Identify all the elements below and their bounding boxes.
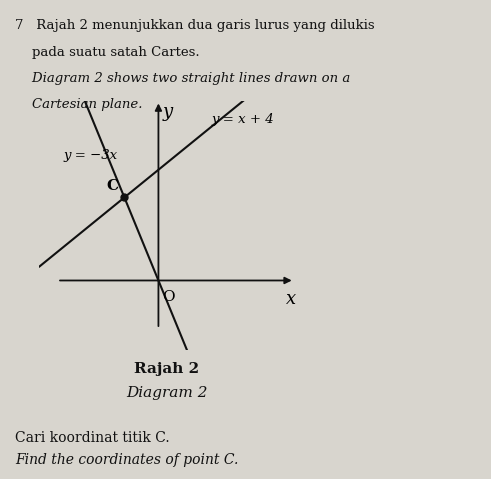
Text: Diagram 2 shows two straight lines drawn on a: Diagram 2 shows two straight lines drawn… xyxy=(15,72,350,85)
Text: pada suatu satah Cartes.: pada suatu satah Cartes. xyxy=(15,46,199,58)
Text: y = x + 4: y = x + 4 xyxy=(211,114,274,126)
Text: Find the coordinates of point C.: Find the coordinates of point C. xyxy=(15,453,238,467)
Text: x: x xyxy=(286,290,296,308)
Text: Cari koordinat titik C.: Cari koordinat titik C. xyxy=(15,431,169,445)
Text: O: O xyxy=(163,290,175,304)
Text: Rajah 2: Rajah 2 xyxy=(135,362,199,376)
Text: y: y xyxy=(163,103,173,121)
Text: Diagram 2: Diagram 2 xyxy=(126,386,208,399)
Text: C: C xyxy=(106,179,118,194)
Text: y = −3x: y = −3x xyxy=(63,149,117,162)
Text: 7   Rajah 2 menunjukkan dua garis lurus yang dilukis: 7 Rajah 2 menunjukkan dua garis lurus ya… xyxy=(15,19,374,32)
Text: Cartesian plane.: Cartesian plane. xyxy=(15,98,142,111)
